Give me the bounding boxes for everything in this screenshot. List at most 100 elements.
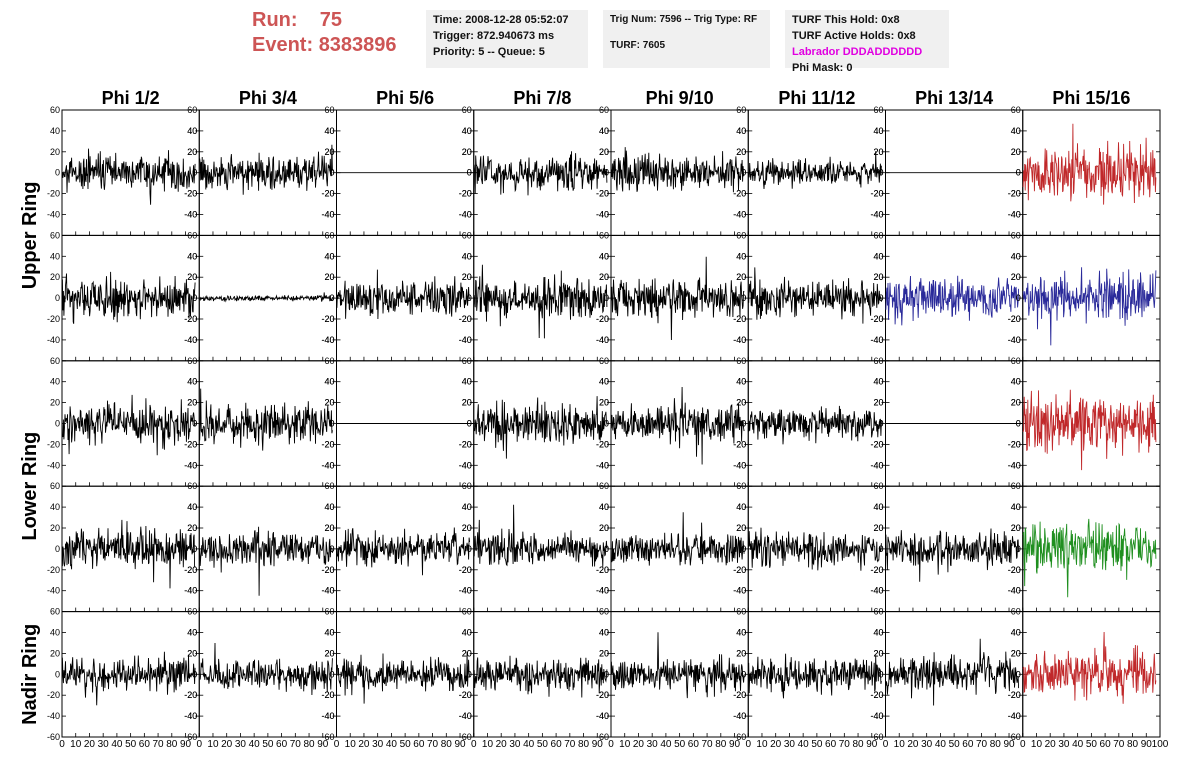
y-tick-label: -20: [184, 565, 197, 575]
y-tick-label: -40: [596, 586, 609, 596]
x-tick-label: 90: [317, 739, 329, 750]
y-tick-label: -20: [870, 189, 883, 199]
y-tick-label: 40: [324, 126, 334, 136]
y-tick-label: 60: [1011, 481, 1021, 491]
y-tick-label: -60: [870, 732, 883, 742]
waveform-trace: [748, 653, 882, 699]
y-tick-label: 20: [50, 648, 60, 658]
y-tick-label: 20: [50, 398, 60, 408]
waveform-panel: -40 -40 -20 -20 0 0 20 20 40 40 60: [184, 230, 337, 362]
y-tick-label: 20: [462, 147, 472, 157]
y-tick-label: 20: [736, 398, 746, 408]
x-tick-label: 90: [1141, 739, 1153, 750]
y-tick-label: 40: [462, 251, 472, 261]
waveform-panel: -40 -40 -20 -20 0 0 20 20 40 40 60: [596, 230, 749, 362]
y-tick-label: 60: [599, 230, 609, 240]
column-title: Phi 3/4: [239, 88, 297, 108]
y-tick-label: 40: [50, 377, 60, 387]
x-tick-label: 90: [729, 739, 741, 750]
y-tick-label: 60: [324, 607, 334, 617]
y-tick-label: 40: [324, 628, 334, 638]
y-tick-label: 40: [187, 377, 197, 387]
waveform-trace: [473, 504, 608, 567]
y-tick-label: 40: [873, 126, 883, 136]
y-tick-label: 40: [873, 377, 883, 387]
x-tick-label: 10: [482, 739, 494, 750]
y-tick-label: -40: [459, 210, 472, 220]
y-tick-label: 40: [187, 377, 197, 387]
y-tick-label: 0: [467, 669, 472, 679]
y-tick-label: 20: [324, 147, 334, 157]
y-tick-label: -40: [321, 586, 334, 596]
run-line: Run: 75: [252, 8, 397, 33]
y-tick-label: -40: [184, 335, 197, 345]
y-tick-label: 40: [462, 628, 472, 638]
y-tick-label: 20: [462, 648, 472, 658]
waveform-panel: -40 -40 -20 -20 0 0 20 20 40 40 60: [47, 481, 200, 613]
y-tick-label: -60: [596, 732, 609, 742]
y-tick-label: -40: [184, 586, 197, 596]
y-tick-label: -20: [596, 565, 609, 575]
x-tick-label: 70: [1113, 739, 1125, 750]
y-tick-label: -20: [47, 314, 60, 324]
y-tick-label: -20: [321, 690, 334, 700]
waveform-trace: [199, 144, 333, 195]
y-tick-label: -20: [1008, 314, 1021, 324]
y-tick-label: -20: [184, 189, 197, 199]
y-tick-label: 40: [462, 502, 472, 512]
x-tick-label: 60: [413, 739, 425, 750]
waveform-trace: [1022, 518, 1157, 598]
waveform-trace: [610, 632, 745, 699]
y-tick-label: 40: [462, 126, 472, 136]
x-tick-label: 30: [921, 739, 933, 750]
waveform-trace: [1022, 267, 1157, 346]
y-tick-label: 40: [324, 502, 334, 512]
y-tick-label: -40: [870, 210, 883, 220]
y-tick-label: 20: [736, 398, 746, 408]
x-tick-label: 0: [883, 739, 889, 750]
y-tick-label: -40: [596, 711, 609, 721]
y-tick-label: 60: [736, 356, 746, 366]
column-title: Phi 13/14: [915, 88, 993, 108]
y-tick-label: 20: [736, 147, 746, 157]
x-tick-label: 60: [139, 739, 151, 750]
y-tick-label: -20: [47, 690, 60, 700]
y-tick-label: -40: [870, 210, 883, 220]
waveform-trace: [61, 271, 196, 324]
y-tick-label: 20: [736, 648, 746, 658]
waveform-trace: [336, 652, 471, 704]
y-tick-label: 0: [741, 669, 746, 679]
y-tick-label: 60: [736, 105, 746, 115]
waveform-trace: [610, 512, 745, 566]
y-tick-label: -40: [870, 460, 883, 470]
y-tick-label: 60: [599, 607, 609, 617]
waveform-panel: -40 -40 -20 -20 0 0 20 20 40 40 60: [870, 356, 1024, 487]
waveform-trace: [61, 519, 196, 589]
turf-info-box: TURF This Hold: 0x8 TURF Active Holds: 0…: [785, 10, 949, 74]
y-tick-label: -40: [596, 460, 609, 470]
trig-num-text: Trig Num: 7596 -- Trig Type: RF: [610, 14, 758, 25]
y-tick-label: -40: [459, 335, 472, 345]
y-tick-label: 20: [324, 523, 334, 533]
y-tick-label: 40: [736, 628, 746, 638]
y-tick-label: -20: [1008, 439, 1021, 449]
y-tick-label: 20: [1011, 523, 1021, 533]
waveform-panel: -40 -40 -20 -20 0 0 20 20 40 40 60: [733, 105, 886, 236]
y-tick-label: -40: [47, 335, 60, 345]
y-tick-label: -40: [321, 460, 334, 470]
y-tick-label: 0: [55, 669, 60, 679]
y-tick-label: 20: [873, 272, 883, 282]
x-tick-label: 50: [262, 739, 274, 750]
waveform-trace: [199, 642, 333, 696]
y-tick-label: -60: [733, 732, 746, 742]
y-tick-label: -20: [321, 690, 334, 700]
waveform-trace: [61, 148, 196, 205]
y-tick-label: 40: [1011, 251, 1021, 261]
y-tick-label: 20: [736, 272, 746, 282]
y-tick-label: 40: [736, 251, 746, 261]
y-tick-label: 40: [599, 377, 609, 387]
x-tick-label: 90: [866, 739, 878, 750]
waveform-panel: -40 -40 -20 -20 0 0 20 20 40 40 60: [459, 356, 612, 487]
waveform-panel: -40 -40 -20 -20 0 0 20 20 40 40 60: [459, 481, 612, 613]
